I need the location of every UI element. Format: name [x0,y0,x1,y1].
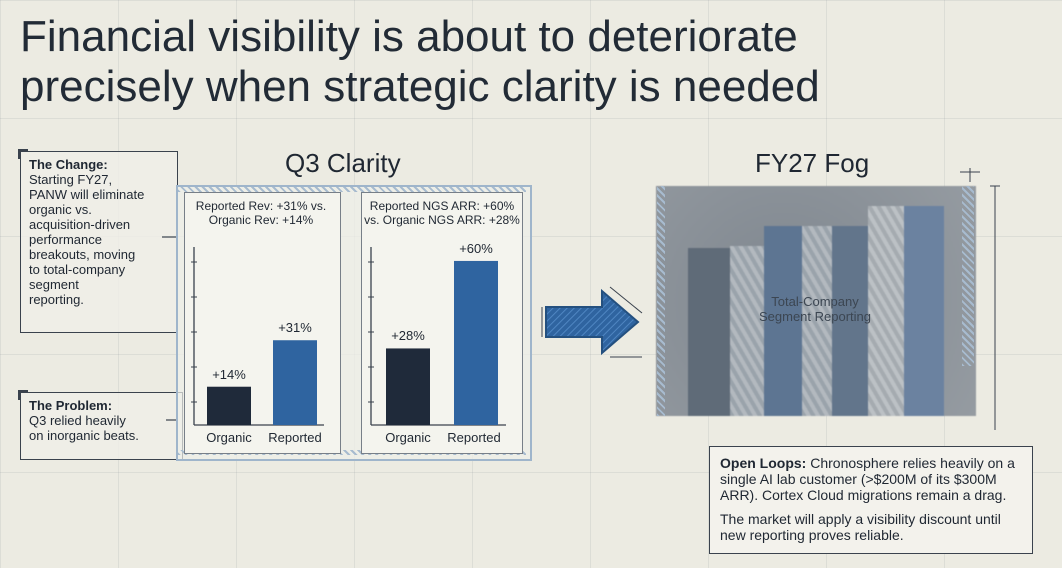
fog-bar [764,226,802,416]
change-line: breakouts, moving [29,247,136,262]
open-loops-text: Chronosphere relies heavily on a single … [720,455,1015,503]
transition-arrow-icon [541,286,643,358]
revenue-bar-reported [273,340,317,425]
open-loops-heading: Open Loops: [720,455,807,471]
arr-chart-title-line-1: Reported NGS ARR: +60% [369,199,515,213]
q3-panel-hatch-bottom [178,450,526,455]
arr-bar-organic [386,348,430,425]
fog-label-line-1: Total-Company [771,294,859,309]
change-line: PANW will eliminate [29,187,145,202]
revenue-chart [191,247,324,426]
arr-bar-reported [454,260,498,425]
change-line: segment [29,277,79,292]
open-loops-paragraph: Open Loops: Chronosphere relies heavily … [720,455,1022,503]
revenue-chart-title-line-1: Reported Rev: +31% vs. [195,199,327,213]
arr-label-reported: +60% [459,240,493,256]
problem-line: Q3 relied heavily [29,413,126,428]
problem-line: on inorganic beats. [29,428,139,443]
page-title: Financial visibility is about to deterio… [20,12,1020,112]
change-line: Starting FY27, [29,172,113,187]
open-loops-text-2: The market will apply a visibility disco… [720,511,1001,543]
fog-label-line-2: Segment Reporting [758,309,871,324]
change-line: reporting. [29,292,84,307]
q3-panel-hatch-top [178,187,526,192]
fog-bar [832,226,874,416]
open-loops-box: Open Loops: Chronosphere relies heavily … [709,446,1033,554]
arr-chart [368,247,506,426]
revenue-chart-title-line-2: Organic Rev: +14% [208,213,314,227]
change-line: acquisition-driven [29,217,131,232]
change-line: performance [29,232,102,247]
problem-heading: The Problem: [29,398,113,413]
revenue-bar-organic [207,386,251,425]
change-line: organic vs. [29,202,92,217]
fog-bar [730,246,764,416]
revenue-category-reported: Reported [268,430,322,445]
revenue-category-organic: Organic [206,430,252,445]
fy27-title: FY27 Fog [755,148,870,178]
fog-bar [868,206,904,416]
problem-callout: The Problem: Q3 relied heavily on inorga… [18,390,183,460]
change-heading: The Change: [29,157,108,172]
arr-label-organic: +28% [391,328,425,344]
fog-frame-hatch-left [657,186,665,416]
arr-chart-title-line-2: vs. Organic NGS ARR: +28% [364,213,520,227]
fog-bar [904,206,944,416]
arr-category-organic: Organic [385,430,431,445]
arr-chart-title: Reported NGS ARR: +60% vs. Organic NGS A… [363,199,521,227]
title-line-2: precisely when strategic clarity is need… [20,62,820,111]
revenue-label-reported: +31% [278,320,312,336]
fog-frame-hatch-right [962,186,974,366]
title-line-1: Financial visibility is about to deterio… [20,12,798,61]
fog-bar [802,226,832,416]
revenue-label-organic: +14% [212,366,246,382]
callout-corner-mark [18,390,28,400]
fog-label: Total-Company Segment Reporting [750,294,880,324]
q3-title: Q3 Clarity [285,148,401,178]
fog-chart [656,186,976,416]
arr-category-reported: Reported [447,430,501,445]
revenue-chart-title: Reported Rev: +31% vs. Organic Rev: +14% [186,199,336,227]
fog-dimension-lines [960,168,1000,430]
change-line: to total-company [29,262,126,277]
callout-corner-mark [18,149,28,159]
fog-bar [688,248,730,416]
